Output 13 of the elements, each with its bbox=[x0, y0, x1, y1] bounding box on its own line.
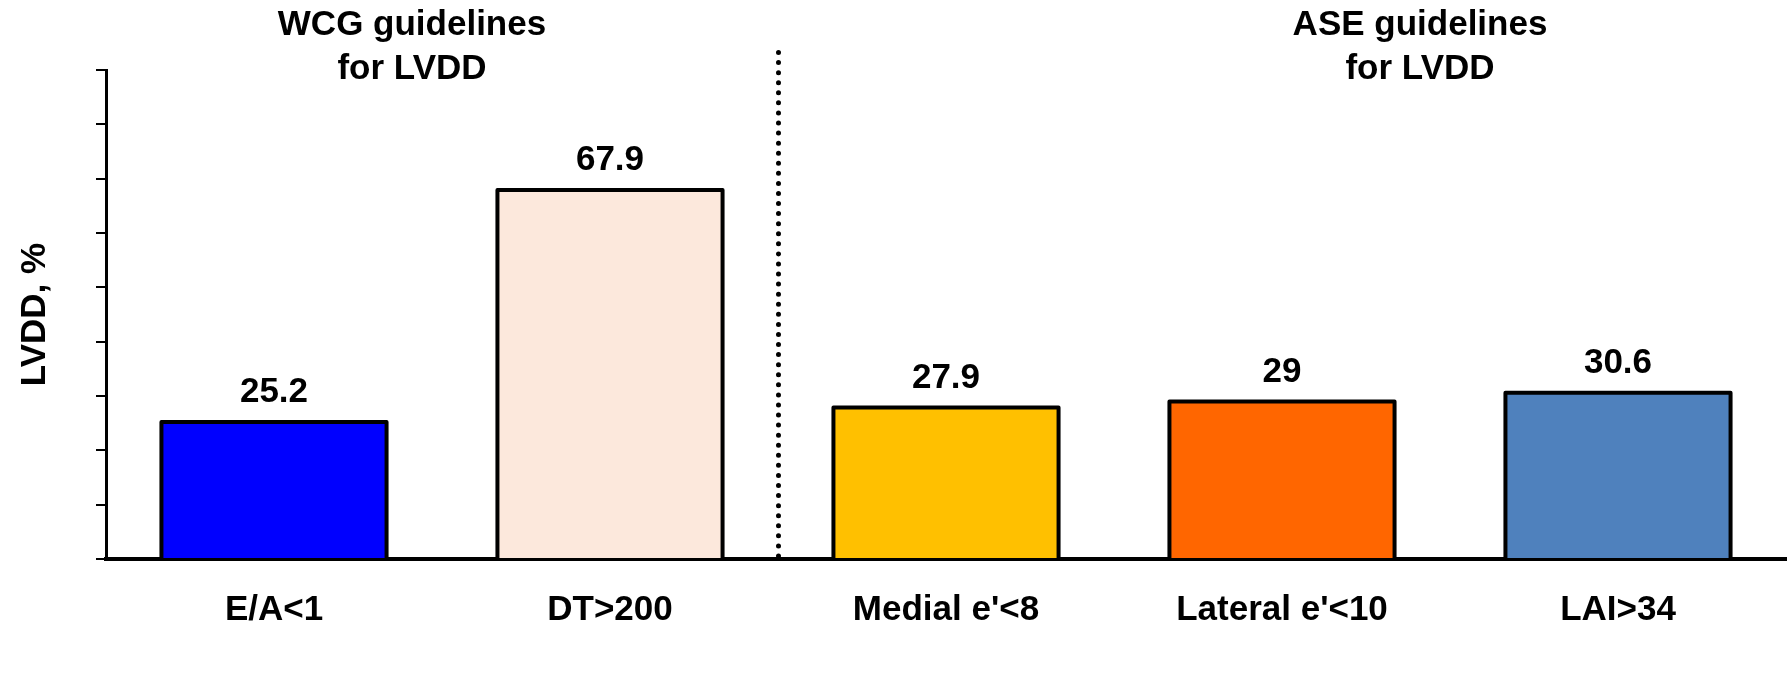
data-label: 25.2 bbox=[239, 370, 309, 410]
data-label: 27.9 bbox=[911, 355, 981, 395]
data-label: 29 bbox=[1262, 349, 1302, 389]
text: WCG guidelines for LVDD bbox=[277, 3, 547, 87]
text: ASE guidelines for LVDD bbox=[1292, 3, 1548, 87]
x-tick-label: E/A<1 bbox=[224, 587, 324, 627]
x-tick-label: LAI>34 bbox=[1560, 587, 1677, 627]
x-tick-label: Lateral e'<10 bbox=[1176, 587, 1388, 627]
x-tick-label: Medial e'<8 bbox=[852, 587, 1040, 627]
x-tick-label: DT>200 bbox=[547, 587, 673, 627]
y-axis-title: LVDD, % bbox=[12, 242, 52, 387]
data-label: 30.6 bbox=[1583, 340, 1653, 380]
data-label: 67.9 bbox=[575, 138, 645, 178]
